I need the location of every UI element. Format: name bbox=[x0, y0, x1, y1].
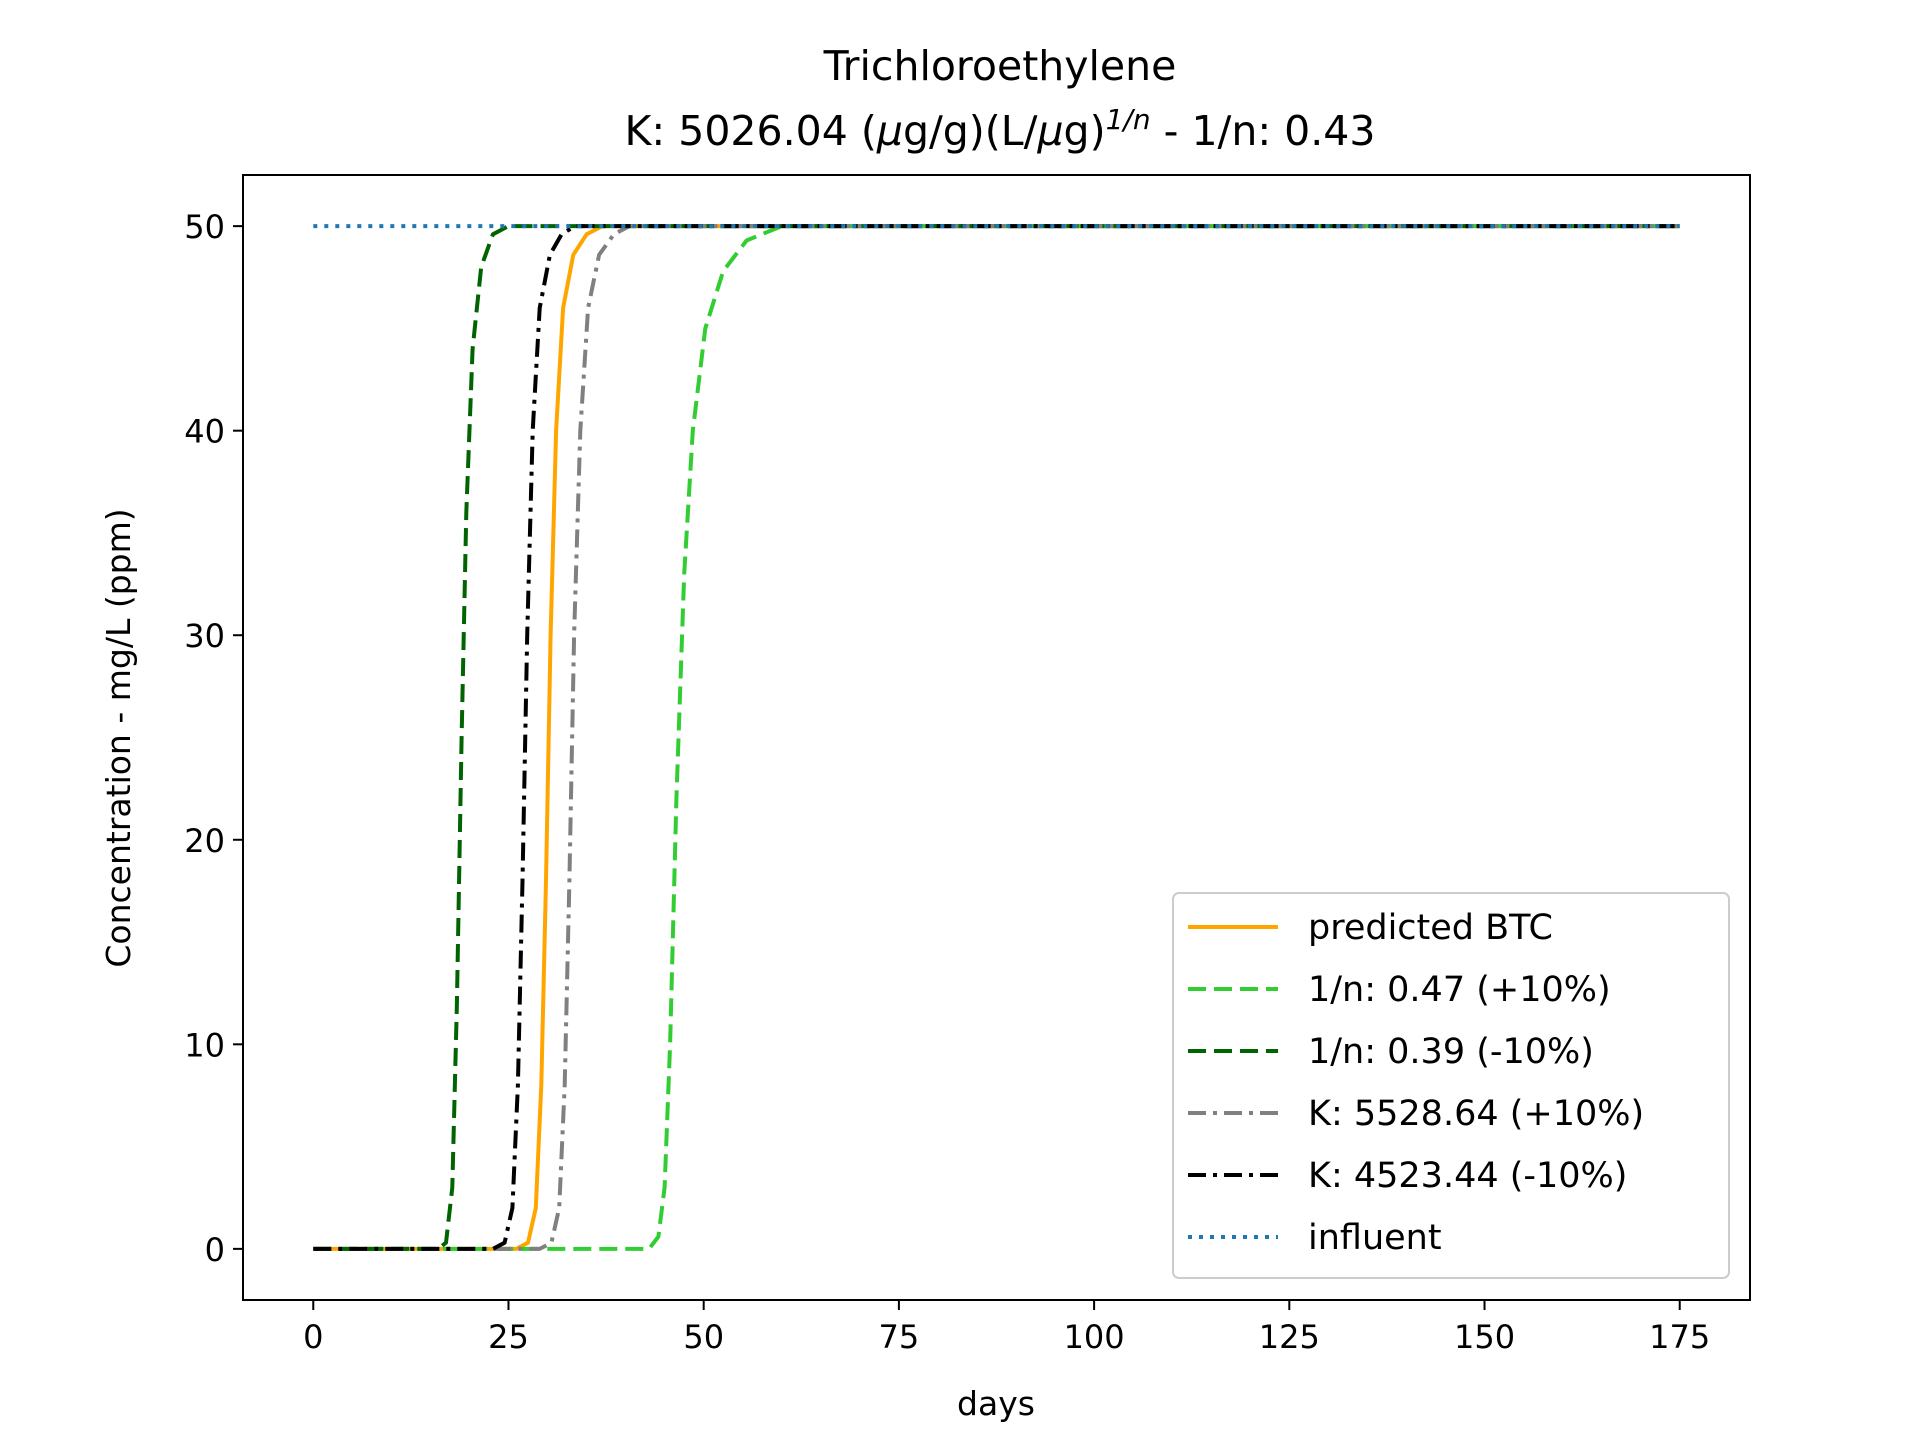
x-tick-label-5: 125 bbox=[1259, 1318, 1320, 1356]
subtitle-superscript: 1/n bbox=[1106, 103, 1151, 136]
y-tick-label-2: 20 bbox=[184, 822, 225, 860]
x-tick-label-1: 25 bbox=[488, 1318, 529, 1356]
series-line-0 bbox=[313, 224, 1680, 1251]
y-axis-label: Concentration - mg/L (ppm) bbox=[99, 508, 138, 967]
y-tick-label-3: 30 bbox=[184, 617, 225, 655]
chart-subtitle: K: 5026.04 (μg/g)(L/μg)1/n - 1/n: 0.43 bbox=[625, 103, 1376, 155]
x-tick-label-2: 50 bbox=[683, 1318, 724, 1356]
y-tick-label-5: 50 bbox=[184, 208, 225, 246]
legend-items: predicted BTC 1/n: 0.47 (+10%) 1/n: 0.39 (… bbox=[1188, 908, 1644, 1258]
series-group bbox=[313, 224, 1680, 1251]
legend-label-3: K: 5528.64 (+10%) bbox=[1308, 1094, 1644, 1134]
x-tick-label-0: 0 bbox=[303, 1318, 323, 1356]
legend-label-4: K: 4523.44 (-10%) bbox=[1308, 1156, 1627, 1196]
series-line-1 bbox=[313, 224, 1680, 1251]
y-tick-label-4: 40 bbox=[184, 413, 225, 451]
x-axis-label: days bbox=[957, 1384, 1035, 1423]
x-tick-label-4: 100 bbox=[1064, 1318, 1125, 1356]
x-axis-ticks: 0 25 50 75 100 125 150 175 bbox=[303, 1300, 1710, 1356]
y-tick-label-0: 0 bbox=[205, 1231, 225, 1269]
legend-label-0: predicted BTC bbox=[1308, 908, 1553, 948]
series-line-2 bbox=[313, 224, 1680, 1251]
legend-label-1: 1/n: 0.47 (+10%) bbox=[1308, 970, 1611, 1010]
chart-title: Trichloroethylene bbox=[823, 42, 1177, 90]
x-tick-label-6: 150 bbox=[1454, 1318, 1515, 1356]
subtitle-mu-1: μ bbox=[876, 107, 903, 155]
x-tick-label-7: 175 bbox=[1649, 1318, 1710, 1356]
subtitle-mu-2: μ bbox=[1036, 107, 1063, 155]
subtitle-after-mu: g) bbox=[1064, 107, 1106, 155]
legend-label-2: 1/n: 0.39 (-10%) bbox=[1308, 1032, 1594, 1072]
legend-label-5: influent bbox=[1308, 1218, 1442, 1258]
legend-box bbox=[1172, 892, 1730, 1279]
subtitle-mid: g/g)(L/ bbox=[903, 107, 1038, 155]
subtitle-suffix: - 1/n: 0.43 bbox=[1151, 107, 1376, 155]
y-tick-label-1: 10 bbox=[184, 1026, 225, 1064]
series-line-4 bbox=[313, 224, 1680, 1251]
legend: predicted BTC 1/n: 0.47 (+10%) 1/n: 0.39 (… bbox=[1172, 892, 1730, 1279]
plot-area bbox=[242, 174, 1751, 1301]
subtitle-prefix: K: 5026.04 ( bbox=[625, 107, 877, 155]
x-tick-label-3: 75 bbox=[879, 1318, 920, 1356]
y-axis-ticks: 0 10 20 30 40 50 bbox=[184, 208, 243, 1269]
axes-frame bbox=[242, 174, 1751, 1301]
